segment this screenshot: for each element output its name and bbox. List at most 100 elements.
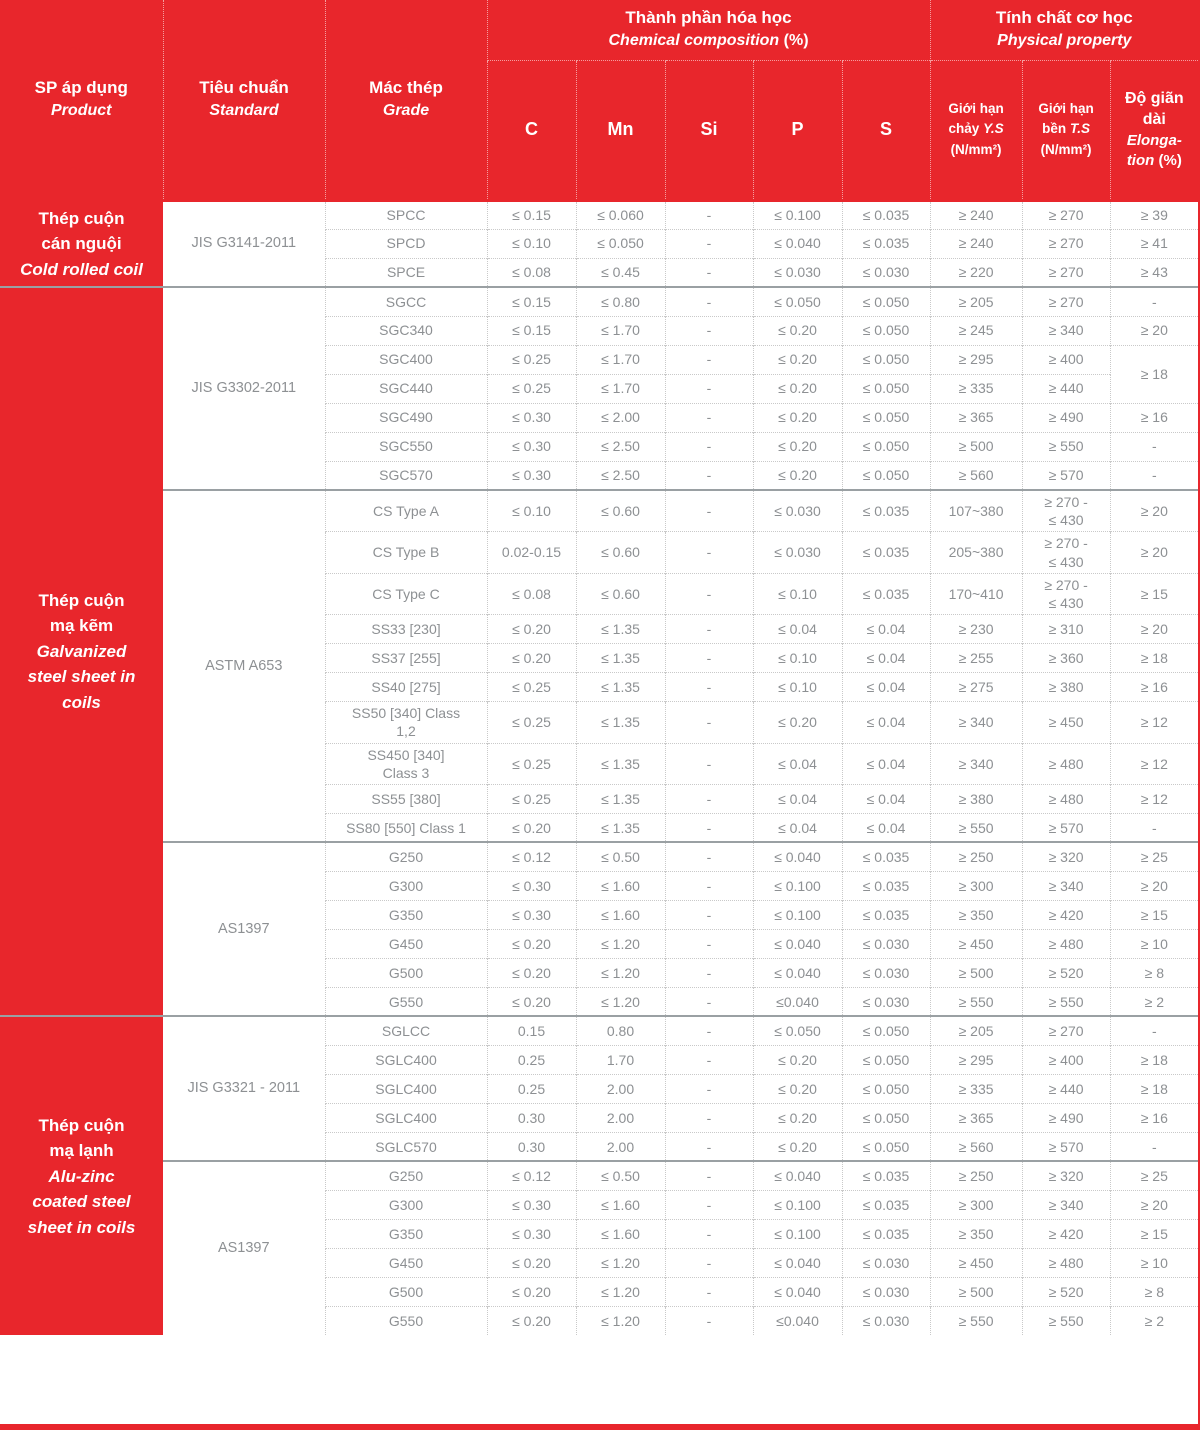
grade-cell: G550 — [324, 1305, 487, 1336]
value-cell-mn: ≤ 2.50 — [575, 431, 665, 461]
value-cell-elongation: ≥ 12 — [1109, 701, 1198, 743]
value-cell-s: ≤ 0.050 — [841, 1131, 931, 1162]
value-cell-s: ≤ 0.035 — [841, 1189, 931, 1220]
value-cell-mn: ≤ 1.20 — [575, 1247, 665, 1278]
value-cell-s: ≤ 0.050 — [841, 1102, 931, 1133]
table-row: SS80 [550] Class 1 ≤ 0.20 ≤ 1.35- ≤ 0.04 ≤ 0… — [0, 812, 1198, 843]
value-cell-c: ≤ 0.20 — [486, 986, 576, 1017]
grade-cell: SS40 [275] — [324, 672, 487, 702]
value-cell-ts: ≥ 320 — [1021, 841, 1111, 872]
value-cell-ys: ≥ 230 — [929, 614, 1023, 644]
spec-table: SP áp dụng Product Tiêu chuẩn Standard M… — [0, 0, 1198, 1336]
value-cell-ts: ≥ 270 - ≤ 430 — [1021, 531, 1111, 574]
value-cell-p: ≤ 0.20 — [752, 1044, 842, 1075]
table-row: SPCD ≤ 0.10 ≤ 0.050- ≤ 0.040 ≤ 0.035 ≥ 240 ≥ 2… — [0, 228, 1198, 258]
table-row: G500 ≤ 0.20 ≤ 1.20- ≤ 0.040 ≤ 0.030 ≥ 500 ≥ 52… — [0, 957, 1198, 988]
value-cell-mn: ≤ 1.70 — [575, 315, 665, 345]
value-cell-c: ≤ 0.25 — [486, 672, 576, 702]
value-cell-c: ≤ 0.25 — [486, 701, 576, 743]
col-header-grade-en: Grade — [382, 101, 430, 119]
table-row: SS55 [380] ≤ 0.25 ≤ 1.35- ≤ 0.04 ≤ 0.04 ≥ 380… — [0, 783, 1198, 814]
value-cell-mn: ≤ 1.35 — [575, 812, 665, 843]
table-row: G350 ≤ 0.30 ≤ 1.60- ≤ 0.100 ≤ 0.035 ≥ 350 ≥ 42… — [0, 899, 1198, 930]
value-cell-ts: ≥ 490 — [1021, 402, 1111, 432]
value-cell-p: ≤ 0.20 — [752, 402, 842, 432]
value-cell-s: ≤ 0.04 — [841, 701, 931, 743]
value-cell-mn: ≤ 1.60 — [575, 1189, 665, 1220]
value-cell-si: - — [664, 1160, 753, 1191]
value-cell-ys: ≥ 240 — [929, 198, 1023, 229]
value-cell-c: ≤ 0.15 — [486, 286, 576, 316]
value-cell-ys: ≥ 295 — [929, 344, 1023, 374]
value-cell-ys: ≥ 275 — [929, 672, 1023, 702]
value-cell-si: - — [664, 783, 753, 814]
grade-cell: SS55 [380] — [324, 783, 487, 814]
elongation-en: Elonga-tion (%) — [1115, 131, 1195, 172]
value-cell-s: ≤ 0.035 — [841, 572, 931, 615]
value-cell-p: ≤ 0.040 — [752, 841, 842, 872]
standard-cell: ASTM A653 — [163, 488, 325, 843]
value-cell-c: ≤ 0.10 — [486, 228, 576, 258]
value-cell-p: ≤ 0.10 — [752, 672, 842, 702]
value-cell-p: ≤ 0.100 — [752, 899, 842, 930]
value-cell-ys: ≥ 365 — [929, 402, 1023, 432]
value-cell-elongation: ≥ 16 — [1109, 672, 1198, 702]
value-cell-mn: ≤ 2.00 — [575, 402, 665, 432]
value-cell-s: ≤ 0.035 — [841, 489, 931, 532]
value-cell-p: ≤ 0.040 — [752, 1160, 842, 1191]
value-cell-elongation: ≥ 8 — [1109, 1276, 1198, 1307]
value-cell-ys: ≥ 240 — [929, 228, 1023, 258]
grade-cell: G250 — [324, 841, 487, 872]
value-cell-p: ≤ 0.20 — [752, 1131, 842, 1162]
grade-cell: SS37 [255] — [324, 643, 487, 673]
value-cell-si: - — [664, 531, 753, 574]
value-cell-mn: ≤ 1.60 — [575, 870, 665, 901]
value-cell-si: - — [664, 286, 753, 316]
value-cell-ys: 107~380 — [929, 489, 1023, 532]
table-row: SGLC570 0.30 2.00- ≤ 0.20 ≤ 0.050 ≥ 560 ≥ 570- — [0, 1131, 1198, 1162]
value-cell-mn: ≤ 0.060 — [575, 198, 665, 229]
value-cell-mn: ≤ 1.70 — [575, 373, 665, 403]
value-cell-p: ≤ 0.20 — [752, 315, 842, 345]
value-cell-ts: ≥ 490 — [1021, 1102, 1111, 1133]
value-cell-s: ≤ 0.050 — [841, 1044, 931, 1075]
grade-cell: SGLC400 — [324, 1044, 487, 1075]
value-cell-ts: ≥ 440 — [1021, 373, 1111, 403]
value-cell-ts: ≥ 270 - ≤ 430 — [1021, 572, 1111, 615]
col-header-p: P — [752, 59, 842, 200]
value-cell-ys: ≥ 205 — [929, 1015, 1023, 1046]
value-cell-mn: ≤ 0.60 — [575, 572, 665, 615]
value-cell-si: - — [664, 672, 753, 702]
table-row: ASTM A653 CS Type A ≤ 0.10 ≤ 0.60- ≤ 0.030 ≤ … — [0, 488, 1198, 843]
value-cell-si: - — [664, 841, 753, 872]
value-cell-si: - — [664, 315, 753, 345]
value-cell-c: ≤ 0.25 — [486, 344, 576, 374]
value-cell-si: - — [664, 957, 753, 988]
value-cell-mn: ≤ 0.60 — [575, 531, 665, 574]
value-cell-elongation: ≥ 18 — [1109, 344, 1198, 403]
value-cell-elongation: - — [1109, 812, 1198, 843]
value-cell-c: ≤ 0.30 — [486, 870, 576, 901]
value-cell-p: ≤ 0.20 — [752, 1073, 842, 1104]
value-cell-ts: ≥ 360 — [1021, 643, 1111, 673]
table-row: G500 ≤ 0.20 ≤ 1.20- ≤ 0.040 ≤ 0.030 ≥ 500 ≥ 52… — [0, 1276, 1198, 1307]
value-cell-ys: ≥ 380 — [929, 783, 1023, 814]
ts-line2: bền — [1042, 121, 1067, 137]
standard-cell: JIS G3321 - 2011 — [163, 1015, 325, 1162]
value-cell-ts: ≥ 270 - ≤ 430 — [1021, 489, 1111, 532]
value-cell-elongation: - — [1109, 1131, 1198, 1162]
value-cell-mn: 0.80 — [575, 1015, 665, 1046]
value-cell-s: ≤ 0.050 — [841, 460, 931, 490]
value-cell-ys: ≥ 335 — [929, 1073, 1023, 1104]
table-row: Thép cuộn mạ lạnh Alu-zinc coated steel s… — [0, 1015, 1198, 1336]
grade-cell: SGLC400 — [324, 1102, 487, 1133]
value-cell-si: - — [664, 460, 753, 490]
value-cell-c: ≤ 0.20 — [486, 643, 576, 673]
value-cell-s: ≤ 0.030 — [841, 257, 931, 287]
value-cell-ys: ≥ 450 — [929, 1247, 1023, 1278]
value-cell-mn: ≤ 1.20 — [575, 986, 665, 1017]
grade-cell: SGLCC — [324, 1015, 487, 1046]
grade-cell: SS450 [340] Class 3 — [324, 742, 487, 785]
col-header-standard-vi: Tiêu chuẩn — [199, 77, 289, 97]
value-cell-ys: ≥ 350 — [929, 1218, 1023, 1249]
